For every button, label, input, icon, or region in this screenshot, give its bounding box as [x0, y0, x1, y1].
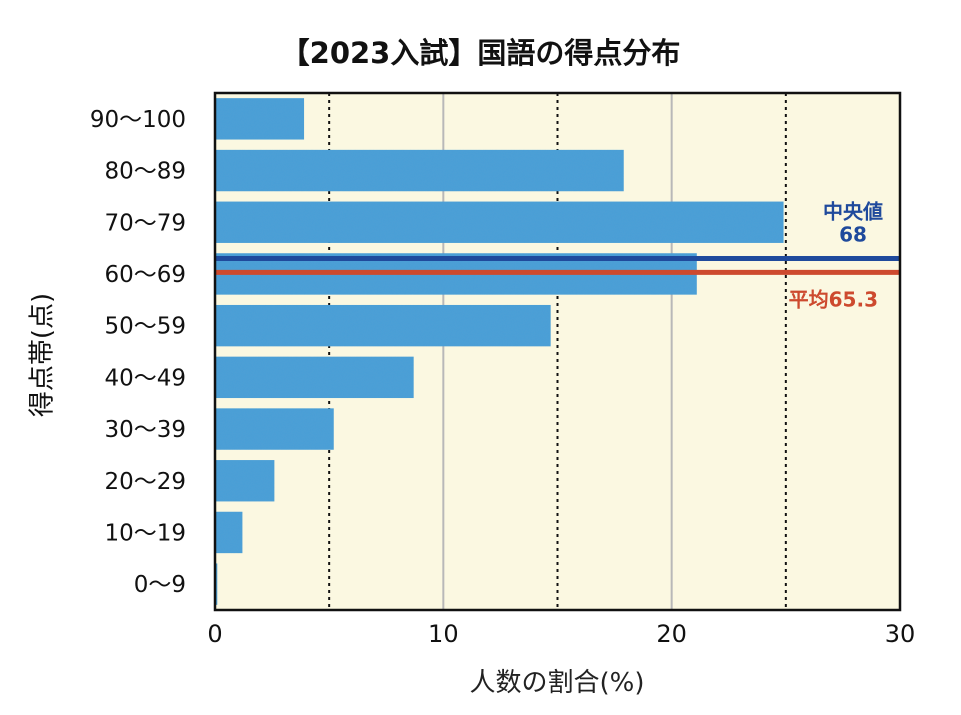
bar	[215, 511, 243, 554]
y-tick-label: 0〜9	[134, 572, 186, 598]
bar	[215, 98, 305, 140]
x-tick-label: 0	[207, 620, 222, 648]
y-tick-label: 20〜29	[104, 469, 186, 495]
y-tick-labels: 0〜9 10〜19 20〜29 30〜39 40〜49 50〜59 60〜69 70〜79 80…	[90, 107, 186, 598]
bar	[215, 356, 414, 399]
x-tick-label: 30	[885, 620, 916, 648]
x-axis-label: 人数の割合(%)	[469, 668, 645, 698]
bar	[215, 149, 624, 192]
x-tick-label: 20	[656, 620, 687, 648]
x-tick-labels: 0 10 20 30	[207, 620, 915, 648]
y-tick-label: 50〜59	[104, 314, 186, 340]
y-tick-label: 40〜49	[104, 365, 186, 391]
median-label: 中央値	[823, 199, 883, 223]
bar	[215, 408, 334, 450]
y-tick-label: 10〜19	[104, 520, 186, 546]
reference-lines	[215, 255, 900, 275]
bar	[215, 460, 275, 502]
bar	[215, 304, 551, 347]
plot-frame	[213, 91, 902, 612]
y-tick-label: 70〜79	[104, 210, 186, 236]
y-tick-label: 90〜100	[90, 107, 186, 133]
median-value: 68	[839, 222, 867, 246]
y-tick-label: 60〜69	[104, 262, 186, 288]
mean-label: 平均65.3	[789, 287, 878, 311]
chart-title: 【2023入試】国語の得点分布	[280, 36, 681, 70]
y-tick-label: 30〜39	[104, 417, 186, 443]
x-tick-label: 10	[428, 620, 459, 648]
bar	[215, 201, 784, 243]
y-tick-label: 80〜89	[104, 159, 186, 185]
